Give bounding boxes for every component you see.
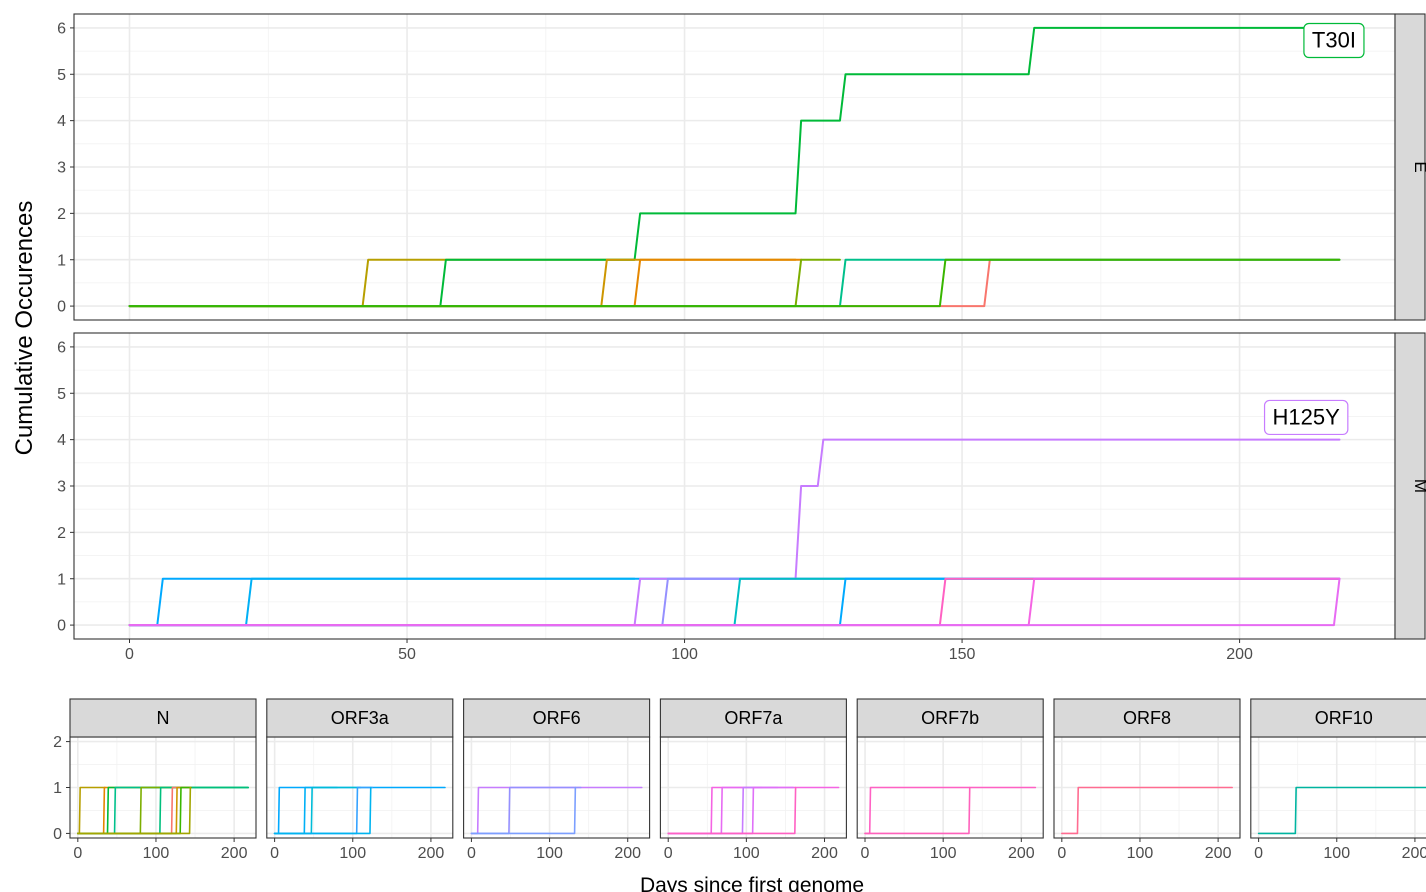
- small-ORF10-x-tick-label: 0: [1254, 845, 1263, 862]
- small-ORF3a-x-tick-label: 200: [418, 845, 445, 862]
- main-E-y-tick-label: 2: [57, 206, 66, 223]
- main-E-y-tick-label: 5: [57, 67, 66, 84]
- small-ORF6-x-tick-label: 200: [614, 845, 641, 862]
- small-ORF10-strip-label: ORF10: [1315, 708, 1373, 728]
- y-axis-title: Cumulative Occurences: [11, 201, 38, 456]
- small-ORF8-strip: [1053, 698, 1241, 738]
- small-ORF7b-x-tick-label: 0: [861, 845, 870, 862]
- small-ORF6-strip-label: ORF6: [533, 708, 581, 728]
- small-ORF8-panel: 0 100 200 ORF8: [1053, 698, 1241, 862]
- small-ORF7a-series-line: [667, 786, 797, 835]
- main-M-annotation-label: H125Y: [1273, 404, 1341, 429]
- small-ORF8-strip-label: ORF8: [1123, 708, 1171, 728]
- small-N-strip: [69, 698, 257, 738]
- small-ORF7b-strip-label: ORF7b: [921, 708, 979, 728]
- small-ORF10-x-tick-label: 200: [1402, 845, 1426, 862]
- small-ORF7b-x-tick-label: 200: [1008, 845, 1035, 862]
- small-ORF7b-x-tick-label: 100: [930, 845, 957, 862]
- small-ORF6-x-tick-label: 100: [536, 845, 563, 862]
- small-ORF8-x-tick-label: 0: [1057, 845, 1066, 862]
- main-E-series-line: [128, 258, 1341, 308]
- small-ORF3a-panel: 0 100 200 ORF3a: [266, 698, 454, 862]
- small-ORF8-x-tick-label: 100: [1127, 845, 1154, 862]
- main-E-strip-label: E: [1411, 161, 1426, 172]
- small-ORF7a-x-tick-label: 0: [664, 845, 673, 862]
- main-M-x-tick-label: 50: [398, 646, 416, 663]
- main-M-x-tick-label: 150: [949, 646, 976, 663]
- small-ORF3a-strip-label: ORF3a: [331, 708, 390, 728]
- main-M-y-tick-label: 5: [57, 386, 66, 403]
- small-N-strip-label: N: [157, 708, 170, 728]
- main-E-annotation-label: T30I: [1312, 28, 1356, 53]
- main-E-y-tick-label: 6: [57, 21, 66, 38]
- main-E-y-tick-label: 3: [57, 160, 66, 177]
- main-M-annotation-box: [1263, 399, 1349, 436]
- small-ORF6-strip: [463, 698, 651, 738]
- small-ORF8-series-line: [1061, 786, 1233, 835]
- main-E-annotation-box: [1303, 22, 1365, 59]
- small-ORF7a-x-tick-label: 100: [733, 845, 760, 862]
- main-M-x-tick-label: 0: [125, 646, 134, 663]
- small-ORF6-panel: 0 100 200 ORF6: [463, 698, 651, 862]
- small-ORF3a-series-line: [273, 786, 372, 835]
- small-ORF7a-panel: 0 100 200 ORF7a: [659, 698, 847, 862]
- small-ORF10-series-line: [1257, 786, 1426, 835]
- main-E-y-tick-label: 0: [57, 299, 66, 316]
- main-E-strip: [1394, 13, 1426, 321]
- main-M-y-tick-label: 6: [57, 340, 66, 357]
- x-axis-title: Days since first genome: [640, 874, 864, 892]
- small-ORF3a-strip: [266, 698, 454, 738]
- main-M-x-tick-label: 100: [671, 646, 698, 663]
- small-N-y-tick-label: 2: [53, 734, 62, 751]
- small-ORF7b-series-line: [864, 786, 971, 835]
- main-M-y-tick-label: 4: [57, 432, 66, 449]
- small-ORF7a-strip: [659, 698, 847, 738]
- small-ORF7a-strip-label: ORF7a: [724, 708, 783, 728]
- small-ORF3a-x-tick-label: 0: [270, 845, 279, 862]
- main-M-x-tick-label: 200: [1226, 646, 1253, 663]
- small-ORF7b-strip: [856, 698, 1044, 738]
- small-ORF7a-x-tick-label: 200: [811, 845, 838, 862]
- small-ORF7b-panel: 0 100 200 ORF7b: [856, 698, 1044, 862]
- main-M-strip-label: M: [1411, 479, 1426, 493]
- main-E-y-tick-label: 4: [57, 113, 66, 130]
- small-ORF8-x-tick-label: 200: [1205, 845, 1232, 862]
- small-ORF10-strip: [1250, 698, 1426, 738]
- small-ORF10-panel: 0 100 200 ORF10: [1250, 698, 1426, 862]
- main-E-series-line: [128, 26, 1341, 308]
- main-M-y-tick-label: 2: [57, 525, 66, 542]
- small-N-y-tick-label: 0: [53, 826, 62, 843]
- small-N-x-tick-label: 100: [143, 845, 170, 862]
- small-N-series-line: [77, 786, 192, 835]
- small-ORF10-x-tick-label: 100: [1323, 845, 1350, 862]
- main-M-y-tick-label: 3: [57, 479, 66, 496]
- main-E-panel: 0 1 2 3 4 5 6 E T30I: [57, 13, 1426, 321]
- small-N-x-tick-label: 200: [221, 845, 248, 862]
- small-ORF3a-x-tick-label: 100: [339, 845, 366, 862]
- main-M-panel: 0 1 2 3 4 5 6 0 50 100 150 200 M H125Y: [57, 332, 1426, 663]
- main-M-series-line: [128, 438, 1341, 627]
- small-N-y-tick-label: 1: [53, 780, 62, 797]
- small-ORF6-series-line: [470, 786, 577, 835]
- main-M-strip: [1394, 332, 1426, 640]
- main-M-series-line: [128, 577, 1341, 627]
- small-N-panel: 0 1 2 0 100 200 N: [53, 698, 257, 862]
- main-M-y-tick-label: 0: [57, 618, 66, 635]
- small-N-x-tick-label: 0: [73, 845, 82, 862]
- small-ORF6-x-tick-label: 0: [467, 845, 476, 862]
- main-M-y-tick-label: 1: [57, 571, 66, 588]
- main-E-y-tick-label: 1: [57, 252, 66, 269]
